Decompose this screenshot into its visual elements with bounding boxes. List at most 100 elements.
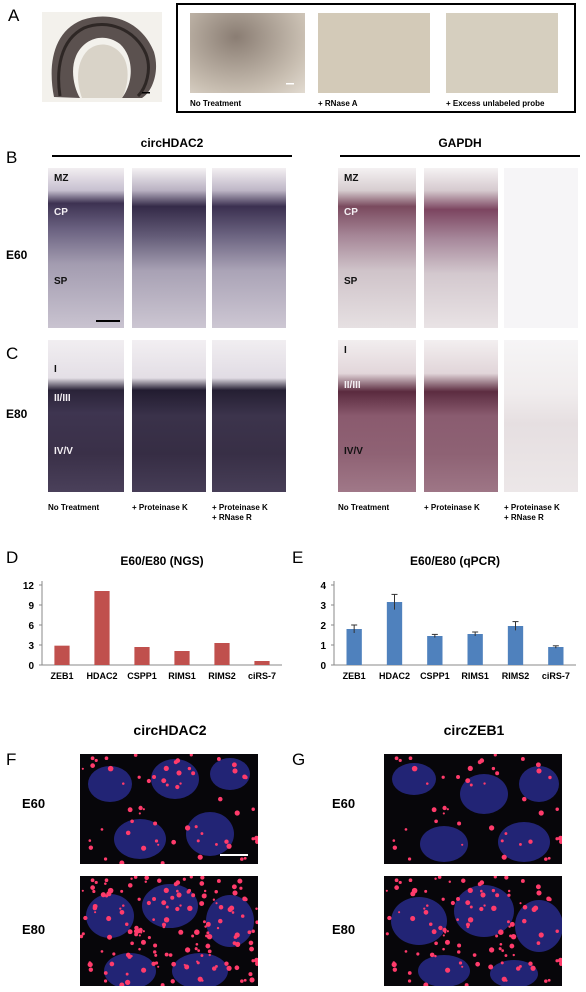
rna-signal-dot [168, 953, 173, 957]
panel-e-letter: E [292, 548, 304, 567]
rna-signal-dot [398, 880, 402, 885]
rna-signal-dot [254, 835, 258, 841]
rna-signal-dot [189, 876, 193, 879]
rna-signal-dot [104, 878, 109, 883]
rna-signal-dot [216, 757, 221, 761]
rna-signal-dot [216, 926, 220, 930]
rna-signal-dot [465, 900, 471, 906]
y-tick-label: 4 [320, 581, 326, 592]
gapdh-e80-no-treatment [338, 340, 416, 492]
rna-signal-dot [182, 877, 186, 881]
y-tick-label: 0 [28, 661, 34, 672]
layer-label-sp-right: SP [344, 276, 358, 287]
x-tick-label: HDAC2 [86, 671, 117, 681]
rna-signal-dot [434, 941, 438, 946]
rna-signal-dot [216, 879, 221, 883]
chart-e-qpcr: E60/E80 (qPCR) 0 1 2 3 4 ZEB1 HDAC2 CSPP1 RIMS1 RI… [320, 554, 576, 681]
rna-signal-dot [197, 949, 201, 953]
rna-signal-dot [465, 922, 471, 927]
rna-signal-dot [536, 768, 542, 774]
rna-signal-dot [410, 916, 416, 922]
rna-signal-dot [214, 889, 218, 894]
rna-signal-dot [127, 883, 133, 888]
caption-c-no-treatment-left: No Treatment [48, 503, 100, 512]
rna-signal-dot [520, 757, 525, 761]
rna-signal-dot [151, 961, 156, 967]
rna-signal-dot [105, 894, 109, 898]
rna-signal-dot [163, 887, 169, 894]
rna-signal-dot [392, 839, 396, 842]
rna-signal-dot [103, 979, 108, 983]
rna-signal-dot [124, 979, 131, 986]
rna-signal-dot [127, 807, 133, 813]
rna-signal-dot [90, 756, 95, 761]
rna-signal-dot [218, 796, 223, 802]
layer-label-i: I [54, 364, 57, 375]
rna-signal-dot [232, 890, 238, 896]
rna-signal-dot [208, 953, 211, 957]
layer-label-iv-v: IV/V [54, 446, 73, 457]
nucleus [392, 763, 436, 795]
x-tick-label: RIMS2 [208, 671, 236, 681]
y-tick-label: 12 [23, 581, 35, 592]
rna-signal-dot [165, 783, 169, 787]
rna-signal-dot [461, 965, 464, 968]
rna-signal-dot [423, 909, 429, 915]
bar-hdac2 [386, 602, 403, 665]
panel-g-letter: G [292, 750, 306, 769]
rna-signal-dot [234, 965, 240, 971]
rna-signal-dot [510, 933, 517, 940]
rna-signal-dot [146, 778, 151, 784]
rna-signal-dot [479, 906, 484, 912]
rna-signal-dot [92, 905, 98, 911]
rna-signal-dot [100, 828, 104, 831]
panel-b-letter: B [6, 148, 18, 167]
rna-signal-dot [385, 889, 388, 892]
rna-signal-dot [136, 928, 141, 934]
rna-signal-dot [394, 878, 399, 883]
rna-signal-dot [467, 765, 473, 772]
rna-signal-dot [446, 808, 449, 811]
rna-signal-dot [94, 758, 98, 763]
rna-signal-dot [170, 895, 175, 900]
rna-signal-dot [171, 961, 177, 967]
rna-signal-dot [251, 807, 255, 811]
rna-signal-dot [154, 953, 158, 957]
panel-d-letter: D [6, 548, 19, 567]
rna-signal-dot [206, 933, 213, 940]
rna-signal-dot [237, 878, 243, 884]
y-tick-label: 1 [320, 641, 326, 652]
rna-signal-dot [231, 911, 235, 914]
bar-zeb1 [54, 645, 70, 665]
rna-signal-dot [558, 957, 562, 963]
rna-signal-dot [194, 947, 198, 951]
bar-cirs-7 [548, 647, 564, 665]
rna-signal-dot [147, 936, 151, 940]
rna-signal-dot [202, 920, 206, 924]
rna-signal-dot [410, 891, 416, 897]
rna-signal-dot [255, 961, 258, 966]
rna-signal-dot [205, 943, 211, 949]
rna-signal-dot [196, 839, 200, 843]
circzeb1-e60-fluorescence [384, 754, 562, 864]
rna-signal-dot [164, 952, 169, 957]
rna-signal-dot [247, 930, 252, 935]
panel-g-title: circZEB1 [443, 722, 505, 738]
panel-a-controls-frame: No Treatment + RNase A + Excess unlabele… [176, 3, 576, 113]
rna-signal-dot [187, 905, 193, 911]
rna-signal-dot [536, 941, 541, 945]
no-treatment-image [190, 13, 305, 93]
rna-signal-dot [184, 825, 191, 831]
rna-signal-dot [211, 966, 217, 971]
rna-signal-dot [479, 880, 485, 885]
bar-cspp1 [134, 647, 150, 665]
rna-signal-dot [398, 758, 402, 763]
rna-signal-dot [112, 952, 116, 956]
rna-signal-dot [498, 947, 502, 951]
y-tick-label: 3 [320, 601, 326, 612]
caption-rnase-a: + RNase A [318, 99, 358, 108]
panel-f-row-e80: E80 [22, 922, 46, 937]
rna-signal-dot [416, 952, 420, 956]
rna-signal-dot [215, 842, 218, 846]
rna-signal-dot [107, 934, 113, 940]
